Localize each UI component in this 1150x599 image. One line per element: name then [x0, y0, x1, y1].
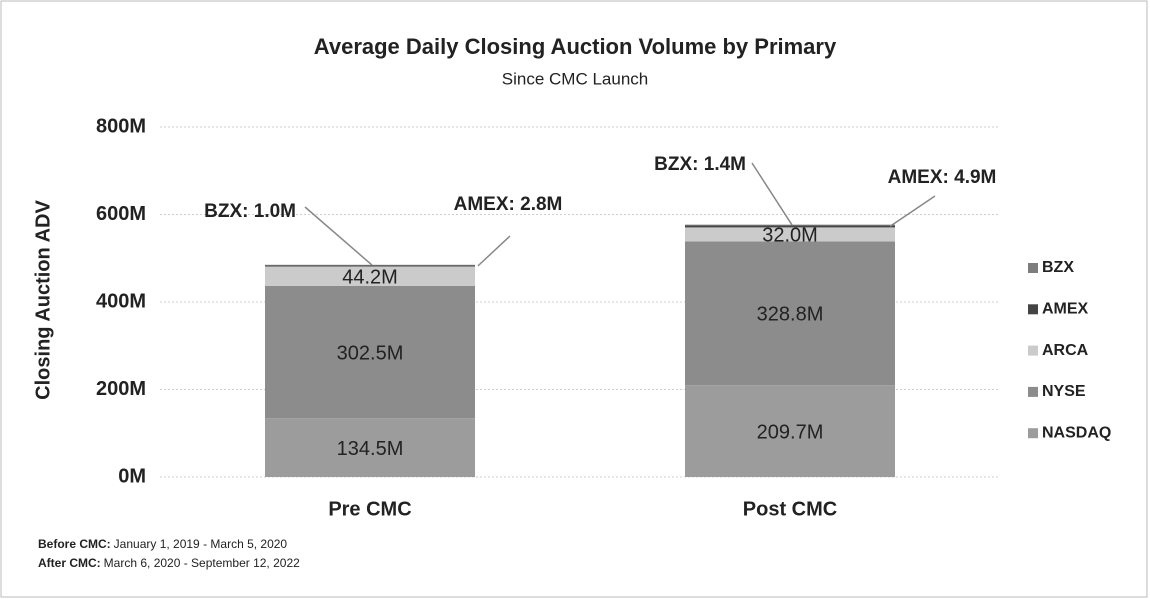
chart-subtitle: Since CMC Launch	[502, 69, 648, 88]
data-label: BZX: 1.4M	[654, 154, 746, 175]
footnote-text: January 1, 2019 - March 5, 2020	[114, 537, 288, 551]
leader-line	[477, 235, 511, 267]
leader-line	[304, 206, 373, 266]
bar-segment	[265, 285, 475, 419]
bar-segment	[685, 385, 895, 477]
footnote-label: Before CMC:	[38, 537, 111, 551]
data-label: 328.8M	[757, 304, 824, 326]
data-label: 302.5M	[337, 342, 404, 364]
y-tick-label: 400M	[96, 290, 146, 312]
data-label: 44.2M	[342, 266, 398, 288]
legend-swatch	[1028, 263, 1038, 273]
legend-swatch	[1028, 345, 1038, 356]
data-label: 134.5M	[337, 438, 404, 460]
footnote-label: After CMC:	[38, 556, 101, 570]
y-tick-label: 200M	[96, 378, 146, 400]
y-axis-title: Closing Auction ADV	[32, 200, 54, 400]
bar-segment	[265, 266, 475, 286]
x-tick-label: Post CMC	[743, 498, 837, 520]
legend-label: AMEX	[1042, 301, 1089, 318]
bar-segment	[685, 227, 895, 242]
y-tick-label: 600M	[96, 203, 146, 225]
y-tick-label: 800M	[96, 115, 146, 137]
x-tick-label: Pre CMC	[328, 498, 411, 520]
bar-segment	[265, 265, 475, 267]
legend-label: BZX	[1042, 259, 1074, 276]
data-label: 209.7M	[757, 421, 824, 443]
bar-segment	[685, 241, 895, 386]
legend-swatch	[1028, 386, 1038, 397]
chart-title: Average Daily Closing Auction Volume by …	[314, 34, 837, 59]
data-label: BZX: 1.0M	[204, 201, 296, 222]
leader-line	[751, 162, 793, 226]
legend-swatch	[1028, 304, 1038, 315]
bar-segment	[265, 418, 475, 477]
y-tick-label: 0M	[118, 465, 146, 487]
legend-label: NASDAQ	[1042, 424, 1111, 441]
leader-line	[889, 195, 936, 227]
bar-segment	[685, 224, 895, 226]
data-label: 32.0M	[762, 225, 818, 247]
legend-label: ARCA	[1042, 342, 1089, 359]
footnote-text: March 6, 2020 - September 12, 2022	[104, 556, 300, 570]
legend-label: NYSE	[1042, 383, 1086, 400]
data-label: AMEX: 4.9M	[888, 167, 997, 188]
bar-segment	[685, 225, 895, 228]
footnote: Before CMC: January 1, 2019 - March 5, 20…	[38, 537, 287, 551]
footnote: After CMC: March 6, 2020 - September 12, …	[38, 556, 300, 570]
data-label: AMEX: 2.8M	[454, 194, 563, 215]
legend-swatch	[1028, 428, 1038, 439]
